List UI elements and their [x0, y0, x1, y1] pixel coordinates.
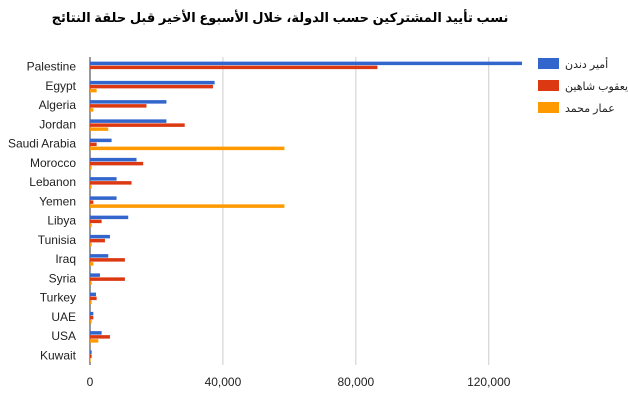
- legend[interactable]: أمير دندن يعقوب شاهين عمار محمد: [538, 57, 628, 115]
- bar[interactable]: [90, 238, 105, 243]
- category-label: Kuwait: [40, 348, 77, 362]
- bar[interactable]: [90, 142, 97, 147]
- bar[interactable]: [90, 185, 92, 189]
- bar[interactable]: [90, 273, 100, 277]
- bar[interactable]: [90, 331, 102, 335]
- bar[interactable]: [90, 219, 102, 224]
- category-label: Saudi Arabia: [8, 137, 76, 151]
- category-label: Lebanon: [29, 175, 76, 189]
- bar[interactable]: [90, 358, 91, 362]
- bar[interactable]: [90, 258, 125, 262]
- bar[interactable]: [90, 181, 132, 185]
- x-tick-label: 80,000: [337, 375, 374, 389]
- category-label: Libya: [47, 214, 76, 228]
- bar[interactable]: [90, 123, 185, 127]
- bar[interactable]: [90, 350, 92, 354]
- bar[interactable]: [90, 292, 96, 297]
- bar[interactable]: [90, 146, 285, 151]
- category-label: Iraq: [55, 252, 76, 266]
- x-tick-label: 120,000: [467, 375, 511, 389]
- bar[interactable]: [90, 65, 378, 70]
- bar[interactable]: [90, 215, 129, 220]
- bar[interactable]: [90, 161, 144, 166]
- bar[interactable]: [90, 61, 522, 66]
- bar[interactable]: [90, 84, 213, 89]
- bar[interactable]: [90, 138, 112, 143]
- legend-label[interactable]: يعقوب شاهين: [565, 81, 628, 93]
- bar[interactable]: [90, 296, 97, 301]
- bar[interactable]: [90, 254, 109, 258]
- category-label: Algeria: [39, 98, 77, 112]
- category-label: Jordan: [39, 117, 76, 131]
- bar[interactable]: [90, 223, 92, 228]
- x-tick-label: 40,000: [205, 375, 242, 389]
- bar[interactable]: [90, 242, 92, 247]
- legend-label[interactable]: عمار محمد: [565, 103, 615, 115]
- bar[interactable]: [90, 319, 92, 324]
- bar[interactable]: [90, 262, 94, 266]
- category-label: Morocco: [30, 156, 76, 170]
- legend-label[interactable]: أمير دندن: [565, 57, 608, 71]
- category-label: Tunisia: [38, 233, 77, 247]
- bar[interactable]: [90, 277, 125, 281]
- bar[interactable]: [90, 157, 137, 162]
- bar[interactable]: [90, 100, 167, 104]
- category-label: Palestine: [27, 60, 77, 74]
- axis-layer: 0 40,000 80,000 120,000 Palestine Egypt Algeri…: [8, 60, 511, 389]
- bar[interactable]: [90, 354, 92, 358]
- category-label: USA: [51, 329, 76, 343]
- bar[interactable]: [90, 165, 92, 170]
- bar[interactable]: [90, 204, 285, 208]
- bar[interactable]: [90, 234, 110, 239]
- bar[interactable]: [90, 104, 147, 108]
- bar[interactable]: [90, 300, 92, 305]
- bar[interactable]: [90, 281, 92, 285]
- bar[interactable]: [90, 315, 94, 320]
- chart-title: نسب تأييد المشتركين حسب الدولة، خلال الأ…: [51, 10, 509, 25]
- category-label: Egypt: [45, 79, 76, 93]
- bar[interactable]: [90, 88, 97, 93]
- bar[interactable]: [90, 177, 117, 181]
- category-label: Yemen: [39, 194, 76, 208]
- category-label: Syria: [49, 271, 77, 285]
- category-label: Turkey: [40, 291, 76, 305]
- bar[interactable]: [90, 127, 109, 131]
- bar[interactable]: [90, 196, 117, 200]
- bar[interactable]: [90, 108, 94, 112]
- legend-swatch[interactable]: [538, 102, 559, 113]
- bar[interactable]: [90, 200, 94, 204]
- bars-layer: [90, 61, 522, 362]
- legend-swatch[interactable]: [538, 58, 559, 69]
- x-tick-label: 0: [87, 375, 94, 389]
- bar[interactable]: [90, 335, 110, 339]
- legend-swatch[interactable]: [538, 80, 559, 91]
- bar[interactable]: [90, 119, 167, 123]
- category-label: UAE: [51, 310, 76, 324]
- bar[interactable]: [90, 339, 99, 343]
- bar[interactable]: [90, 80, 215, 85]
- bar[interactable]: [90, 311, 94, 316]
